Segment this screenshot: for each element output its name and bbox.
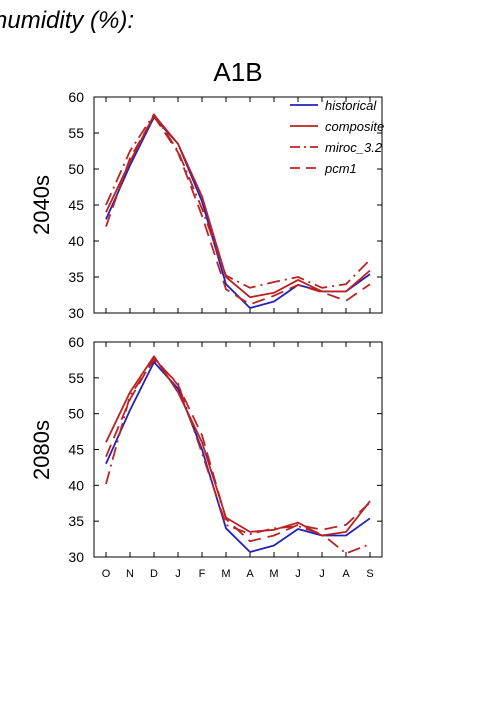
series-line-pcm1 (105, 115, 371, 306)
legend-label: pcm1 (324, 161, 357, 176)
y-tick-label: 60 (68, 89, 84, 105)
y-tick-label: 55 (68, 370, 84, 386)
x-tick-label: M (221, 568, 230, 580)
legend-label: historical (325, 98, 377, 113)
x-tick-label: N (126, 568, 134, 580)
y-tick-label: 30 (68, 305, 84, 321)
x-tick-label: S (366, 568, 373, 580)
y-tick-label: 40 (68, 233, 84, 249)
scenario-title: A1B (213, 57, 262, 87)
panel-2040s: 30 35 40 45 50 55 60 historical composite miroc_… (29, 89, 384, 321)
series-line-composite (105, 355, 371, 537)
y-tick-label: 35 (68, 513, 84, 529)
panel-label-2080s: 2080s (29, 420, 54, 480)
legend-label: composite (325, 119, 384, 134)
panel-axes: 30 35 40 45 50 55 60 (68, 89, 383, 321)
panel-axes: 30 35 40 45 50 55 60 O N D J F M A M J J A S (68, 334, 383, 580)
y-tick-label: 60 (68, 334, 84, 350)
y-tick-label: 55 (68, 125, 84, 141)
panel-series (105, 355, 371, 555)
y-tick-label: 45 (68, 442, 84, 458)
panel-label-2040s: 2040s (29, 175, 54, 235)
y-tick-label: 35 (68, 269, 84, 285)
figure-title: humidity (%): (0, 7, 134, 34)
x-tick-label: J (319, 568, 325, 580)
y-tick-label: 50 (68, 161, 84, 177)
x-tick-label: J (295, 568, 301, 580)
legend-label: miroc_3.2 (325, 140, 383, 155)
panel-2080s: 30 35 40 45 50 55 60 O N D J F M A M J J A S 2080s (29, 334, 383, 580)
series-line-composite (105, 114, 371, 299)
panel-series (105, 113, 371, 309)
y-tick-label: 50 (68, 406, 84, 422)
y-tick-label: 45 (68, 197, 84, 213)
x-tick-label: D (150, 568, 158, 580)
x-tick-label: O (102, 568, 111, 580)
x-tick-label: J (175, 568, 181, 580)
series-line-miroc-3-2 (105, 113, 371, 289)
legend: historical composite miroc_3.2 pcm1 (290, 98, 384, 176)
x-tick-label: F (199, 568, 206, 580)
series-line-pcm1 (105, 356, 371, 543)
y-tick-label: 40 (68, 477, 84, 493)
x-tick-label: A (246, 568, 254, 580)
y-tick-label: 30 (68, 549, 84, 565)
x-tick-label: M (269, 568, 278, 580)
x-tick-label: A (342, 568, 350, 580)
